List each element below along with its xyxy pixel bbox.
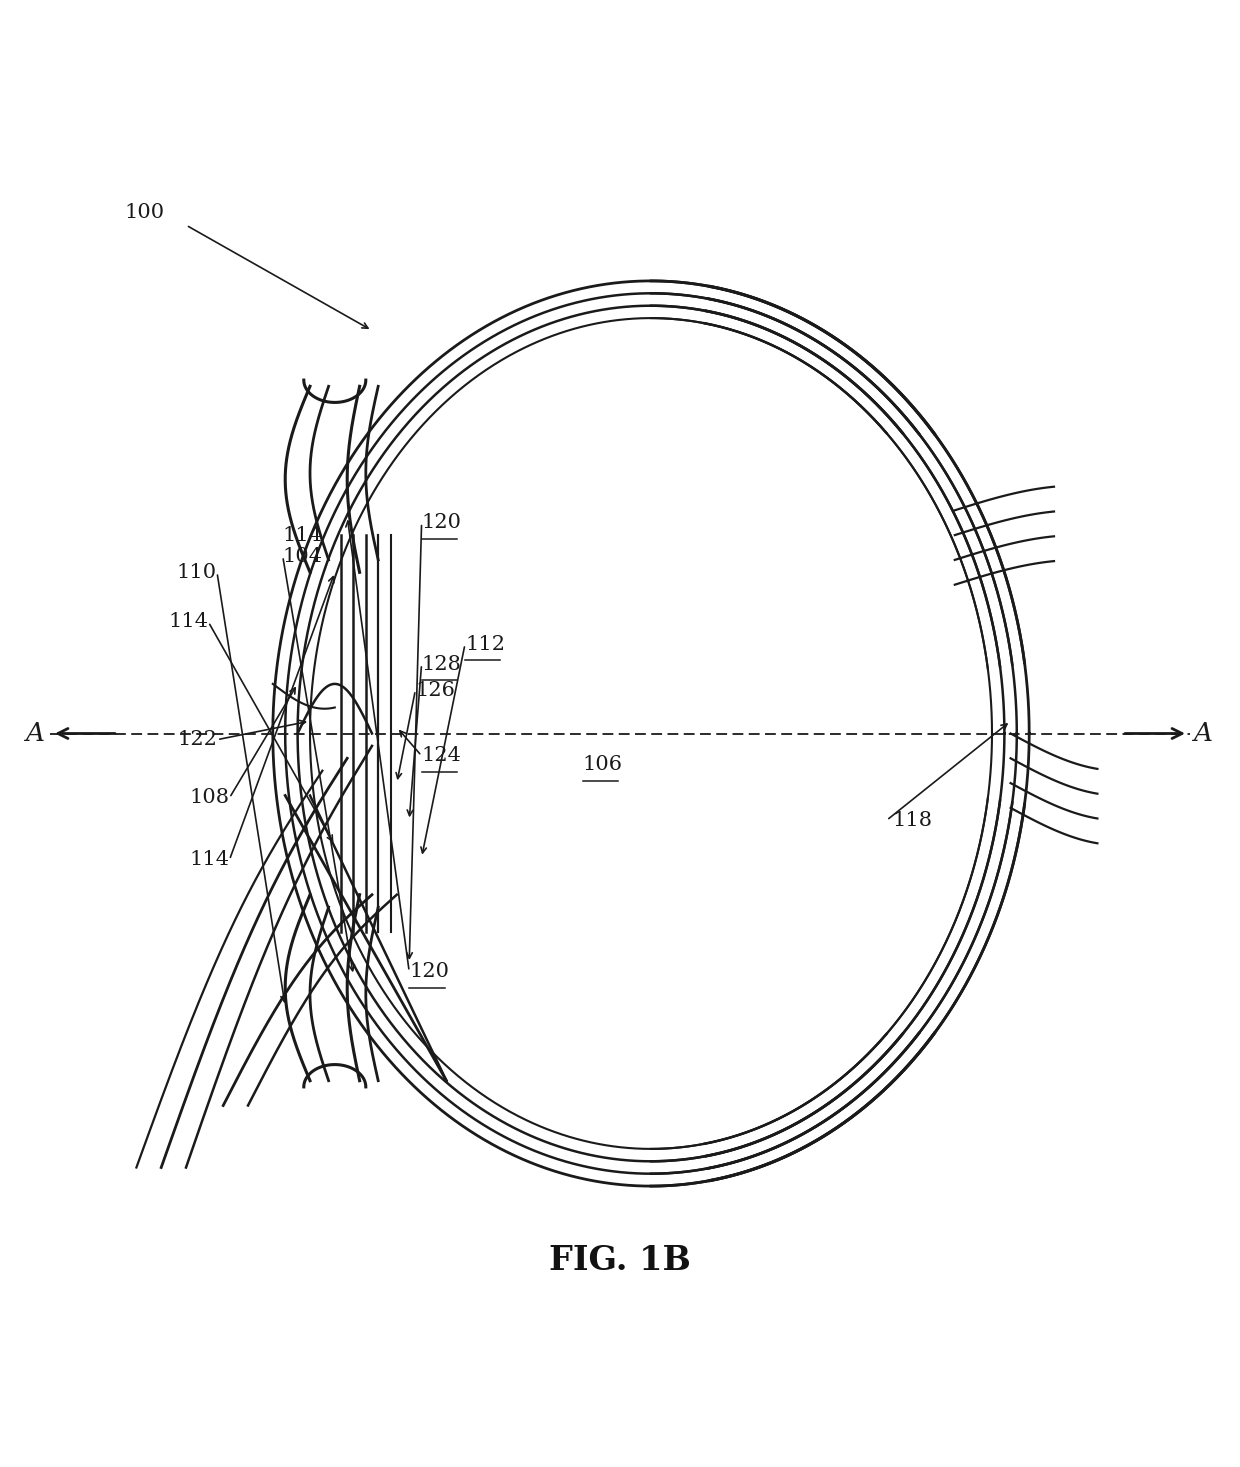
Text: FIG. 1B: FIG. 1B bbox=[549, 1244, 691, 1276]
Text: 114: 114 bbox=[190, 851, 229, 870]
Text: 126: 126 bbox=[415, 681, 455, 700]
Text: 114: 114 bbox=[283, 525, 322, 544]
Text: 128: 128 bbox=[422, 654, 461, 673]
Text: 120: 120 bbox=[422, 513, 461, 533]
Text: A: A bbox=[1193, 720, 1213, 747]
Text: 112: 112 bbox=[465, 635, 505, 654]
Text: 104: 104 bbox=[283, 547, 322, 566]
Text: 124: 124 bbox=[422, 747, 461, 766]
Text: 100: 100 bbox=[124, 204, 164, 222]
Text: 118: 118 bbox=[893, 811, 932, 830]
Text: A: A bbox=[25, 720, 45, 747]
Text: 114: 114 bbox=[169, 612, 208, 631]
Text: 108: 108 bbox=[190, 788, 229, 807]
Text: 122: 122 bbox=[177, 731, 217, 750]
Text: 120: 120 bbox=[409, 962, 449, 981]
Text: 106: 106 bbox=[583, 756, 622, 775]
Text: 110: 110 bbox=[177, 563, 217, 582]
